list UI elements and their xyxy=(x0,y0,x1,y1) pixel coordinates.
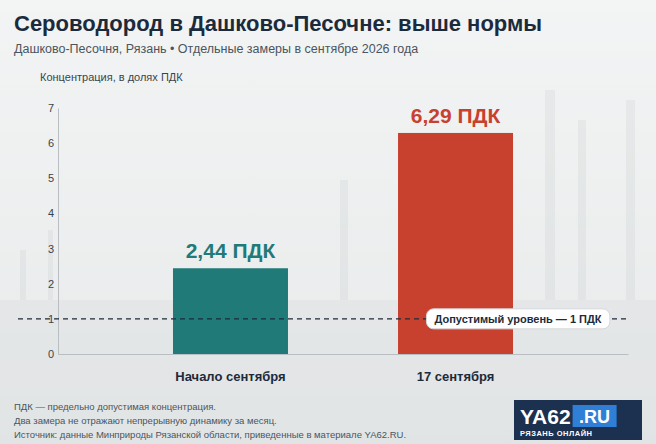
y-tick: 7 xyxy=(48,102,58,114)
logo-domain-box xyxy=(573,405,617,427)
logo-tagline: РЯЗАНЬ ОНЛАЙН xyxy=(520,429,592,438)
logo-name: YA62 xyxy=(520,405,571,428)
data-label: 6,29 ПДК xyxy=(411,104,501,127)
y-tick-label: 4 xyxy=(48,207,54,219)
y-axis-line xyxy=(58,109,59,355)
footnote: Два замера не отражают непрерывную динам… xyxy=(14,415,277,426)
plot-area xyxy=(18,133,628,354)
y-tick: 0 xyxy=(48,348,58,360)
x-tick: 17 сентября xyxy=(417,354,495,384)
y-tick-label: 0 xyxy=(48,348,54,360)
x-tick: Начало сентября xyxy=(175,354,285,384)
y-tick: 6 xyxy=(48,137,58,149)
reference-label-box xyxy=(426,309,609,329)
bar xyxy=(173,268,288,354)
x-axis-line xyxy=(59,354,629,355)
reference-label: Допустимый уровень — 1 ПДК xyxy=(426,309,609,329)
subtitle: Дашково-Песочня, Рязань • Отдельные заме… xyxy=(14,42,418,56)
y-tick: 2 xyxy=(48,278,58,290)
title: Сероводород в Дашково-Песочне: выше норм… xyxy=(14,11,542,36)
y-tick-label: 3 xyxy=(48,243,54,255)
y-tick: 3 xyxy=(48,243,58,255)
y-axis: 01234567 xyxy=(48,102,59,360)
logo: YA62 .RU РЯЗАНЬ ОНЛАЙН xyxy=(514,400,642,440)
chart: Сероводород в Дашково-Песочне: выше норм… xyxy=(0,0,656,444)
footnote: ПДК — предельно допустимая концентрация. xyxy=(14,401,216,412)
y-tick-label: 5 xyxy=(48,172,54,184)
x-tick-label: Начало сентября xyxy=(175,369,285,384)
y-tick: 4 xyxy=(48,207,58,219)
y-tick-label: 6 xyxy=(48,137,54,149)
background xyxy=(0,0,656,444)
footnote: Источник: данные Минприроды Рязанской об… xyxy=(14,429,406,440)
reference-label-text: Допустимый уровень — 1 ПДК xyxy=(434,313,601,325)
logo-domain: .RU xyxy=(579,407,610,427)
y-tick-label: 7 xyxy=(48,102,54,114)
x-tick-label: 17 сентября xyxy=(417,369,495,384)
veil xyxy=(0,0,656,444)
data-label: 2,44 ПДК xyxy=(186,239,276,262)
y-tick: 5 xyxy=(48,172,58,184)
y-axis-title: Концентрация, в долях ПДК xyxy=(40,71,183,83)
logo-box xyxy=(514,400,642,440)
y-tick-label: 2 xyxy=(48,278,54,290)
x-axis: Начало сентября 17 сентября xyxy=(59,354,629,384)
